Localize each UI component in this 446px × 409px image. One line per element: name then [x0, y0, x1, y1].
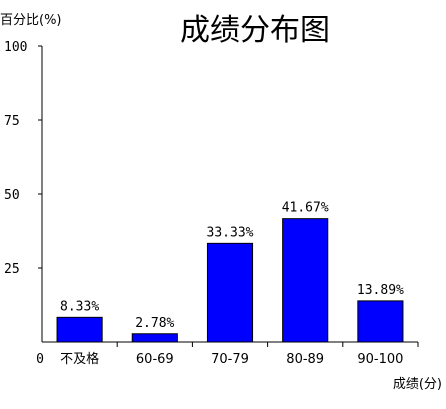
bar — [282, 218, 329, 343]
bar-data-label: 2.78% — [135, 316, 174, 331]
x-category-label: 70-79 — [211, 352, 249, 367]
origin-label: 0 — [36, 352, 44, 367]
bar-data-label: 8.33% — [60, 299, 99, 314]
bar — [56, 316, 103, 343]
y-tick-label: 75 — [4, 114, 20, 129]
bar — [357, 300, 404, 343]
bar — [206, 242, 254, 343]
x-category-label: 80-89 — [286, 352, 324, 367]
y-tick-label: 50 — [4, 188, 20, 203]
bar — [131, 333, 178, 343]
bar-data-label: 41.67% — [282, 201, 329, 216]
bar-data-label: 33.33% — [207, 225, 254, 240]
y-axis-label: 百分比(%) — [0, 13, 62, 28]
y-tick-label: 100 — [4, 40, 27, 55]
x-category-label: 60-69 — [136, 352, 174, 367]
y-tick-label: 25 — [4, 262, 20, 277]
x-category-label: 不及格 — [60, 351, 99, 367]
chart-title: 成绩分布图 — [180, 13, 330, 48]
x-category-label: 90-100 — [357, 352, 403, 367]
x-axis-label: 成绩(分) — [393, 377, 442, 392]
plot-area: 25 50 75 100 8.33% 不及格 2.78% 60-69 33.33% 70-79 41… — [4, 40, 419, 367]
bar-data-label: 13.89% — [357, 283, 404, 298]
